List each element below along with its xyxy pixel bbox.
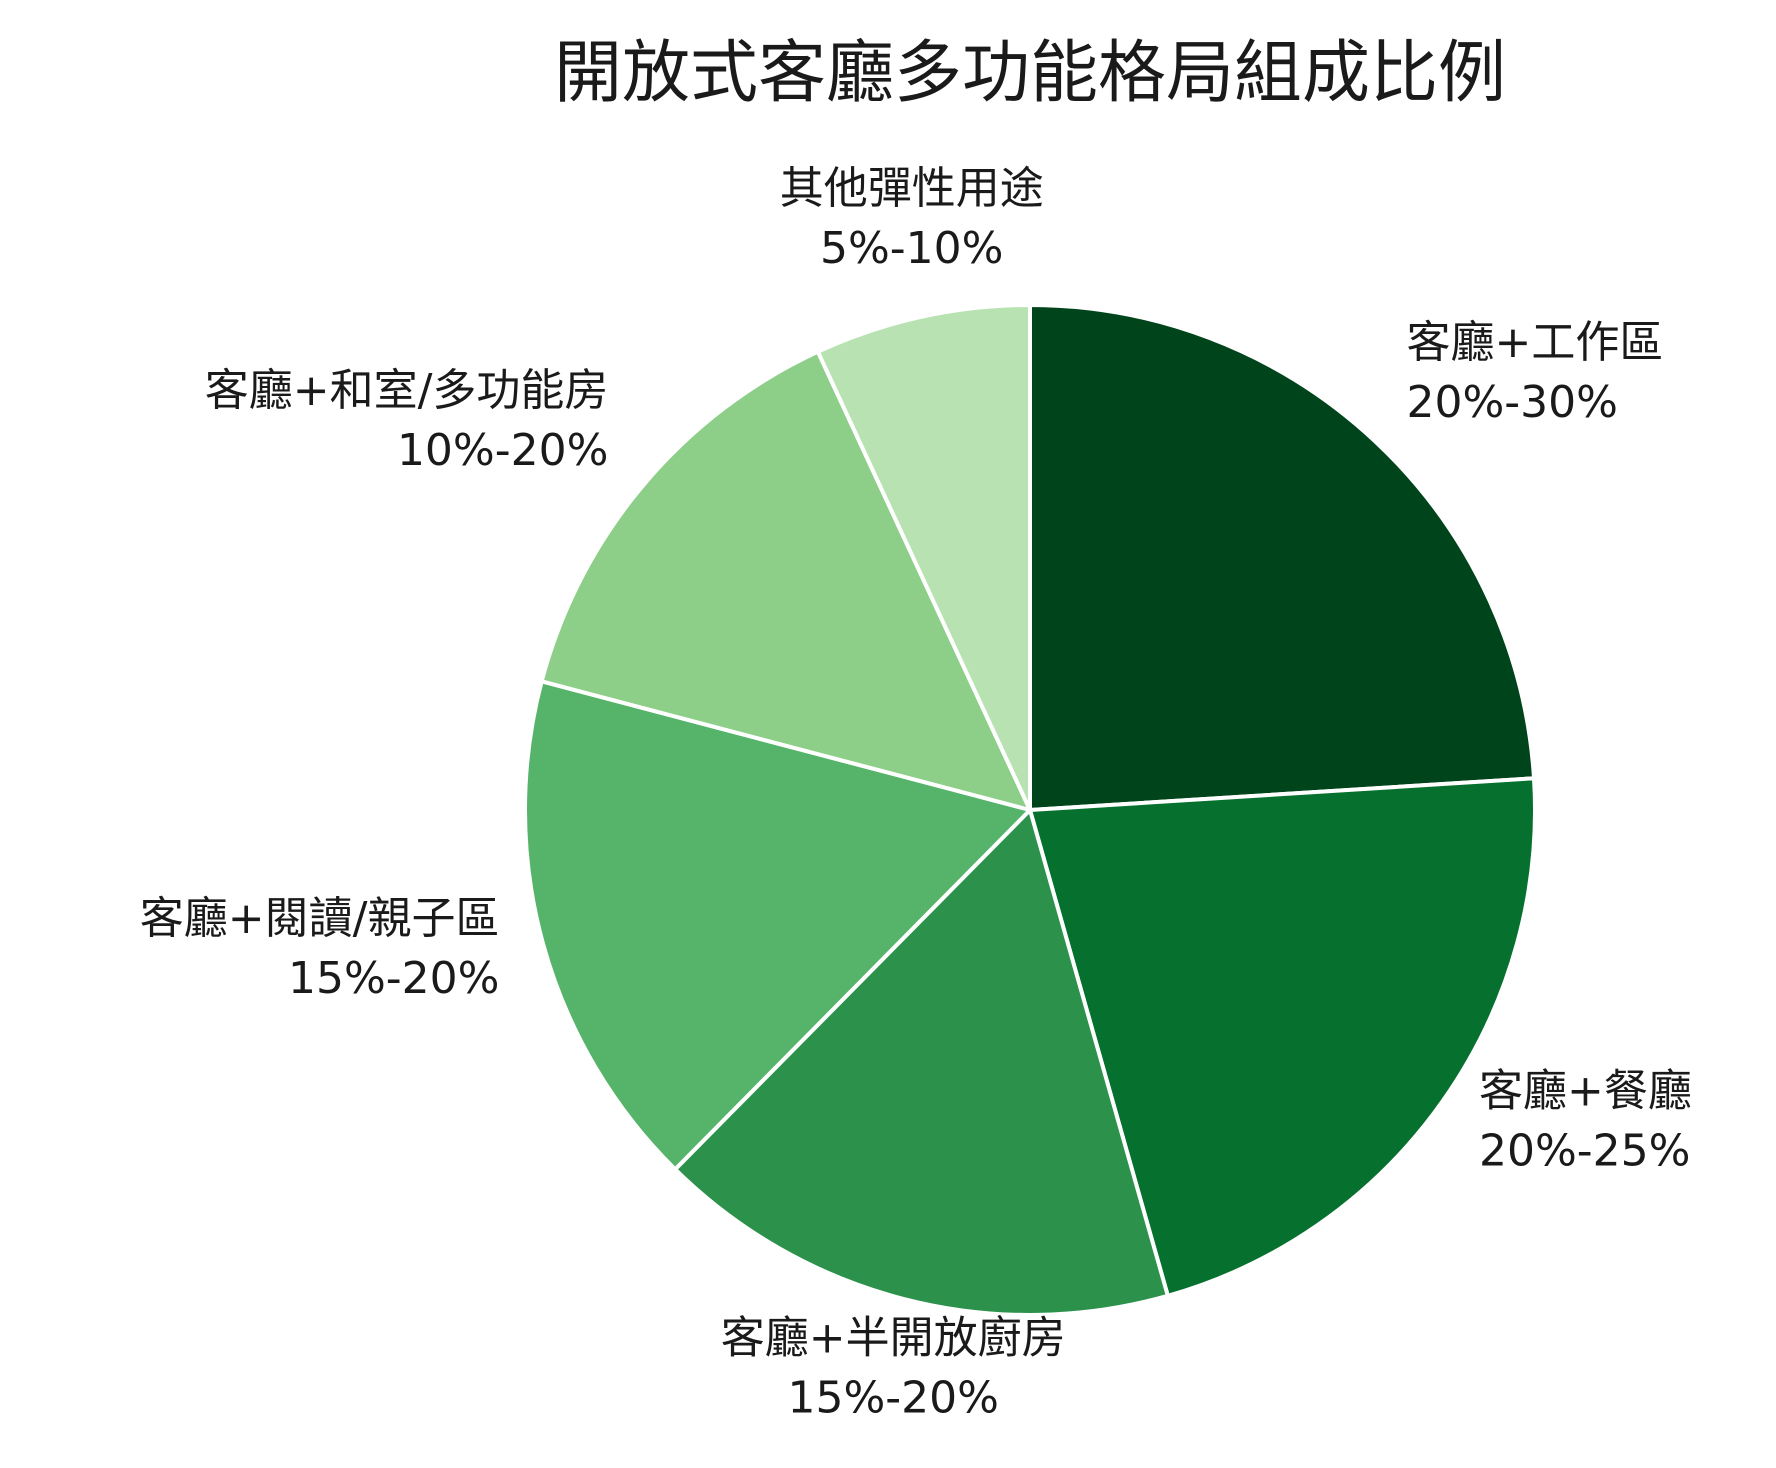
pie-slice-3 — [673, 808, 1170, 1317]
pie-slices — [523, 303, 1537, 1317]
pie-slice-4 — [523, 679, 1032, 1172]
chart-title: 開放式客廳多功能格局組成比例 — [554, 34, 1506, 113]
pie-slice-6 — [815, 303, 1032, 812]
slice-range-4: 15%-20% — [288, 953, 499, 1004]
slice-range-2: 20%-25% — [1479, 1126, 1690, 1177]
slice-range-1: 20%-30% — [1407, 377, 1618, 428]
slice-label-6: 其他彈性用途 — [780, 163, 1044, 214]
slice-label-1: 客廳+工作區 — [1407, 317, 1664, 368]
slice-label-4: 客廳+閱讀/親子區 — [140, 893, 500, 944]
slice-label-3: 客廳+半開放廚房 — [721, 1313, 1066, 1364]
slice-labels: 客廳+工作區 20%-30% 客廳+餐廳 20%-25% 客廳+半開放廚房 15%-20%… — [140, 163, 1692, 1424]
slice-range-6: 5%-10% — [820, 223, 1003, 274]
slice-label-2: 客廳+餐廳 — [1479, 1066, 1692, 1117]
slice-range-5: 10%-20% — [397, 425, 608, 476]
pie-slice-1 — [1028, 303, 1536, 812]
slice-label-5: 客廳+和室/多功能房 — [205, 365, 609, 416]
slice-range-3: 15%-20% — [787, 1373, 998, 1424]
pie-slice-2 — [1028, 776, 1537, 1298]
pie-slice-5 — [539, 349, 1032, 812]
